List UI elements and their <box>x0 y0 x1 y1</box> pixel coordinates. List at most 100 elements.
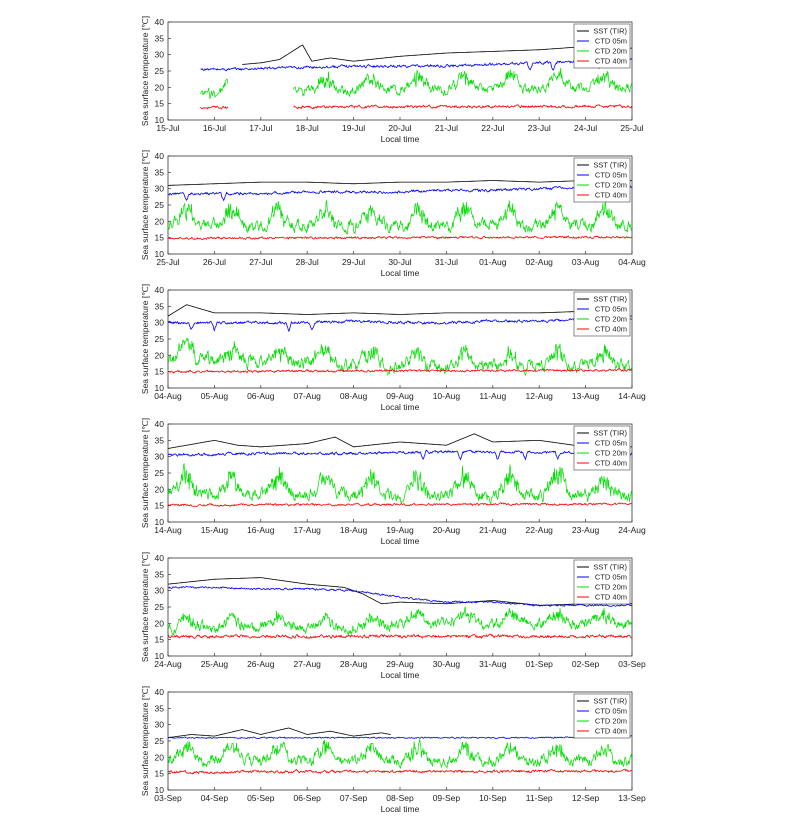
y-tick-label: 10 <box>155 651 165 661</box>
x-tick-label: 24-Aug <box>618 525 646 535</box>
x-tick-label: 23-Jul <box>528 123 551 133</box>
y-tick-label: 15 <box>155 99 165 109</box>
y-tick-label: 10 <box>155 383 165 393</box>
series-line-ctd-20m <box>168 606 632 637</box>
series-line-ctd-05m <box>168 735 632 740</box>
y-tick-label: 35 <box>155 703 165 713</box>
x-tick-label: 30-Aug <box>433 659 461 669</box>
y-tick-label: 25 <box>155 66 165 76</box>
series-line-sst-tir- <box>242 44 632 65</box>
x-tick-label: 31-Aug <box>479 659 507 669</box>
y-tick-label: 25 <box>155 602 165 612</box>
x-tick-label: 08-Aug <box>340 391 368 401</box>
legend-label: CTD 05m <box>595 171 627 180</box>
legend-label: CTD 05m <box>595 707 627 716</box>
x-tick-label: 26-Aug <box>247 659 275 669</box>
y-tick-label: 35 <box>155 569 165 579</box>
y-axis-label: Sea surface temperature [℃] <box>140 16 150 126</box>
y-tick-label: 20 <box>155 484 165 494</box>
legend-label: CTD 40m <box>595 459 627 468</box>
x-tick-label: 11-Aug <box>479 391 506 401</box>
x-tick-label: 07-Aug <box>293 391 321 401</box>
series-line-ctd-05m <box>168 585 632 607</box>
series-line-sst-tir- <box>168 577 632 606</box>
series-line-ctd-20m <box>168 337 632 377</box>
series-line-sst-tir- <box>168 727 391 739</box>
legend-label: CTD 05m <box>595 439 627 448</box>
x-tick-label: 03-Sep <box>154 793 182 803</box>
x-tick-label: 16-Aug <box>247 525 275 535</box>
x-axis-label: Local time <box>381 402 420 412</box>
x-tick-label: 20-Aug <box>433 525 461 535</box>
y-tick-label: 30 <box>155 50 165 60</box>
x-tick-label: 30-Jul <box>388 257 411 267</box>
y-tick-label: 35 <box>155 301 165 311</box>
x-tick-label: 22-Aug <box>525 525 553 535</box>
x-tick-label: 25-Aug <box>201 659 229 669</box>
legend-label: CTD 40m <box>595 727 627 736</box>
y-tick-label: 40 <box>155 553 165 563</box>
y-tick-label: 30 <box>155 586 165 596</box>
plot-frame <box>167 557 633 657</box>
x-tick-label: 03-Sep <box>618 659 646 669</box>
y-tick-label: 40 <box>155 17 165 27</box>
x-tick-label: 27-Aug <box>293 659 321 669</box>
x-axis-label: Local time <box>381 134 420 144</box>
x-tick-label: 01-Sep <box>525 659 553 669</box>
chart-panel-4: 10 15 20 25 30 35 40 14-Aug 15-Aug 16-Aug 17-Aug 18… <box>0 416 800 546</box>
series-line-ctd-40m <box>200 104 632 110</box>
y-tick-label: 15 <box>155 233 165 243</box>
y-tick-label: 10 <box>155 517 165 527</box>
plot-frame <box>167 289 633 389</box>
y-tick-label: 20 <box>155 752 165 762</box>
x-tick-label: 05-Aug <box>201 391 229 401</box>
series-line-ctd-40m <box>168 368 632 374</box>
legend-label: CTD 20m <box>595 181 627 190</box>
x-tick-label: 08-Sep <box>386 793 414 803</box>
x-tick-label: 14-Aug <box>154 525 182 535</box>
y-tick-label: 10 <box>155 115 165 125</box>
x-tick-label: 06-Aug <box>247 391 275 401</box>
series-line-ctd-05m <box>200 58 632 72</box>
legend-label: SST (TIR) <box>593 27 627 36</box>
legend-label: SST (TIR) <box>593 563 627 572</box>
x-axis-label: Local time <box>381 268 420 278</box>
plot-frame <box>167 423 633 523</box>
series-line-ctd-05m <box>168 449 632 462</box>
series-line-ctd-05m <box>168 184 632 202</box>
chart-panel-6: 10 15 20 25 30 35 40 03-Sep 04-Sep 05-Sep 06-Sep 07… <box>0 684 800 814</box>
chart-svg: 10 15 20 25 30 35 40 15-Jul 16-Jul 17-Jul 18-Jul 19… <box>140 16 644 144</box>
chart-svg: 10 15 20 25 30 35 40 04-Aug 05-Aug 06-Aug 07-Aug 08… <box>140 284 646 412</box>
x-tick-label: 05-Sep <box>247 793 275 803</box>
legend-label: SST (TIR) <box>593 295 627 304</box>
series-line-ctd-20m <box>168 739 632 770</box>
legend-label: CTD 40m <box>595 325 627 334</box>
x-tick-label: 21-Jul <box>435 123 458 133</box>
legend-label: CTD 40m <box>595 593 627 602</box>
series-line-ctd-20m <box>168 199 632 235</box>
y-tick-label: 20 <box>155 82 165 92</box>
x-tick-label: 11-Sep <box>526 793 553 803</box>
chart-svg: 10 15 20 25 30 35 40 24-Aug 25-Aug 26-Aug 27-Aug 28… <box>140 552 646 680</box>
y-tick-label: 30 <box>155 184 165 194</box>
series-line-ctd-40m <box>168 502 632 507</box>
x-tick-label: 13-Aug <box>572 391 600 401</box>
y-tick-label: 30 <box>155 318 165 328</box>
x-tick-label: 29-Aug <box>386 659 414 669</box>
chart-svg: 10 15 20 25 30 35 40 25-Jul 26-Jul 27-Jul 28-Jul 29… <box>140 150 646 278</box>
x-tick-label: 29-Jul <box>342 257 365 267</box>
y-tick-label: 30 <box>155 452 165 462</box>
series-line-sst-tir- <box>168 304 632 317</box>
x-tick-label: 07-Sep <box>340 793 368 803</box>
x-tick-label: 25-Jul <box>156 257 179 267</box>
x-tick-label: 04-Sep <box>201 793 229 803</box>
series-line-ctd-40m <box>168 768 632 775</box>
x-tick-label: 09-Aug <box>386 391 414 401</box>
y-tick-label: 40 <box>155 151 165 161</box>
plot-frame <box>167 691 633 791</box>
x-tick-label: 19-Jul <box>342 123 365 133</box>
y-tick-label: 15 <box>155 367 165 377</box>
legend-label: CTD 20m <box>595 449 627 458</box>
